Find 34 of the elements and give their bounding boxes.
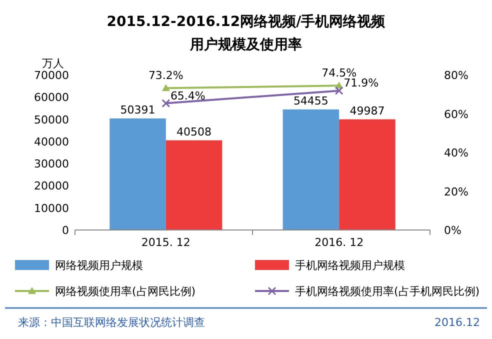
y-tick-label: 40000 [34, 135, 69, 148]
y-axis-title: 万人 [42, 57, 64, 70]
chart-title: 2015.12-2016.12网络视频/手机网络视频用户规模及使用率 [106, 13, 386, 53]
source-note: 来源：中国互联网络发展状况统计调查 [18, 316, 205, 329]
data-label: 49987 [350, 104, 385, 118]
y2-tick-label: 40% [444, 146, 468, 160]
y-tick-label: 20000 [34, 180, 69, 193]
y-tick-label: 60000 [34, 91, 69, 104]
x-tick-label: 2016. 12 [314, 236, 364, 249]
data-label: 65.4% [170, 89, 206, 102]
bar [110, 118, 166, 230]
data-label: 50391 [120, 103, 156, 116]
legend-label: 手机网络视频使用率(占手机网民比例) [295, 285, 480, 298]
y-tick-label: 50000 [34, 113, 69, 126]
data-label: 40508 [176, 125, 212, 138]
bar [339, 119, 396, 230]
y2-tick-label: 0% [444, 224, 462, 237]
legend-label: 手机网络视频用户规模 [295, 259, 405, 272]
x-tick-label: 2015. 12 [141, 236, 190, 249]
data-label: 73.2% [148, 69, 184, 82]
y-tick-label: 0 [62, 224, 69, 237]
legend-label: 网络视频用户规模 [55, 259, 143, 272]
bar [166, 140, 222, 230]
legend-label: 网络视频使用率(占网民比例) [55, 285, 196, 298]
y2-tick-label: 20% [444, 185, 468, 198]
y-tick-label: 30000 [34, 158, 69, 171]
bar [282, 109, 340, 230]
data-label: 54455 [293, 94, 328, 108]
y-tick-label: 70000 [34, 69, 69, 82]
y-tick-label: 10000 [34, 202, 69, 215]
text: 2016.12 [434, 316, 480, 329]
y2-tick-label: 60% [444, 108, 468, 121]
point [162, 99, 170, 108]
y2-tick-label: 80% [444, 69, 468, 82]
